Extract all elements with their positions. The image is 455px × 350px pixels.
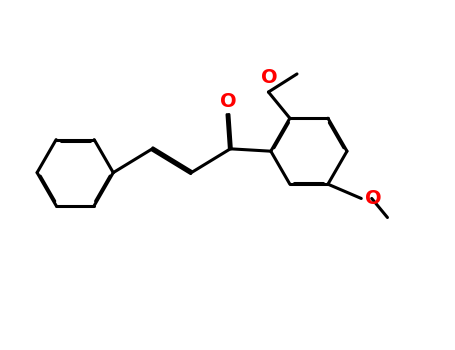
Text: O: O [261, 68, 278, 87]
Text: O: O [220, 92, 236, 111]
Text: O: O [364, 189, 381, 208]
